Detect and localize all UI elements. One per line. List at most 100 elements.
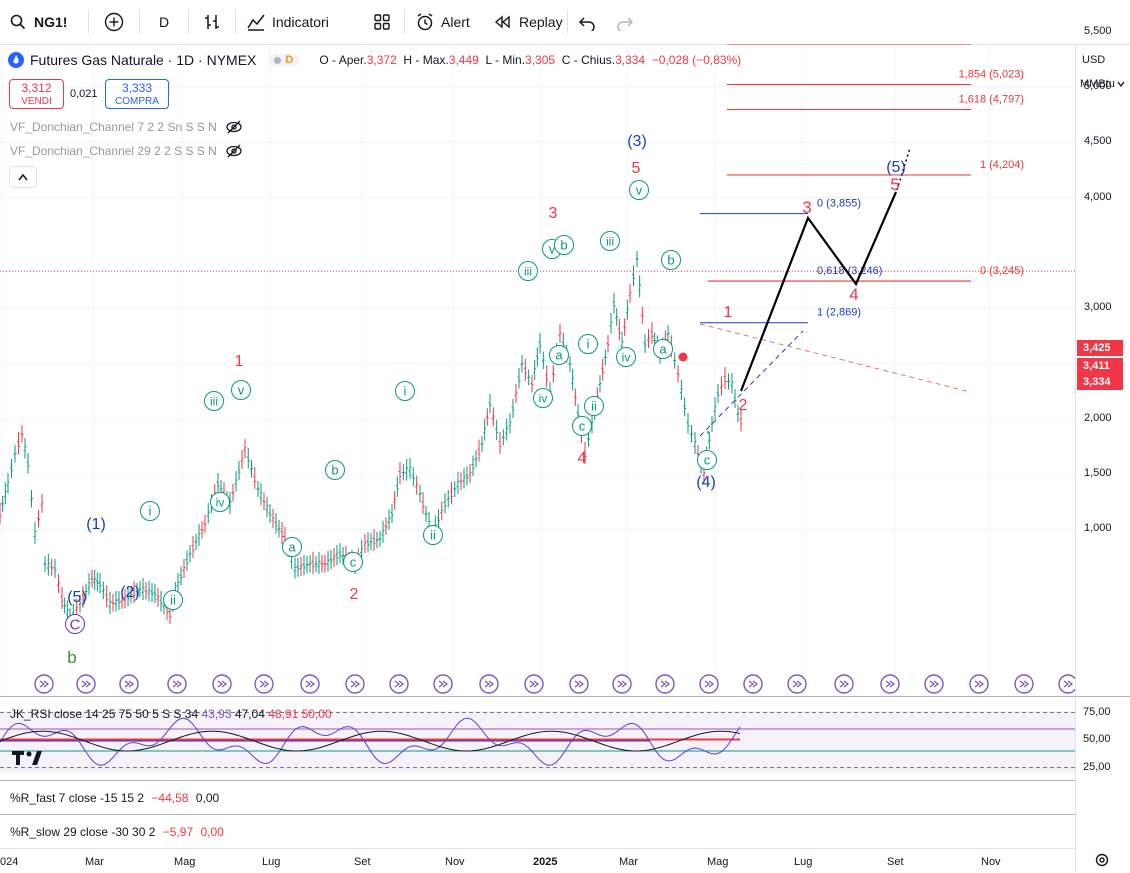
- event-marker-arrow: [1023, 680, 1030, 688]
- rsi-band: [0, 711, 1075, 773]
- unit-selector[interactable]: MMBtu: [1080, 78, 1125, 90]
- symbol-name: NG1!: [34, 14, 68, 30]
- time-axis[interactable]: 024 Mar Mag Lug Set Nov 2025 Mar Mag Lug Set Nov: [0, 848, 1075, 873]
- r-fast-panel[interactable]: %R_fast 7 close -15 15 2 −44,58 0,00: [0, 780, 1075, 815]
- rsi-label: JK_RSI close 14 25 75 50 5 S S 34: [10, 707, 199, 721]
- replay-label: Replay: [519, 14, 563, 30]
- wave-label: (4): [696, 474, 716, 491]
- symbol-search[interactable]: NG1!: [0, 0, 88, 44]
- chart-title: Futures Gas Naturale · 1D · NYMEX: [30, 52, 257, 68]
- search-icon: [10, 14, 26, 30]
- tradingview-logo: [12, 749, 44, 772]
- event-marker-arrow: [1019, 680, 1026, 688]
- rsi-axis[interactable]: 75,00 50,00 25,00: [1075, 696, 1130, 781]
- buy-price: 3,333: [121, 81, 153, 95]
- low-value: 3,305: [525, 53, 556, 67]
- chevron-up-icon: [18, 173, 28, 181]
- price-tick-label: 1,000: [1084, 522, 1112, 535]
- price-chart-canvas[interactable]: 2,236 (5,389)1,854 (5,023)1,618 (4,797)1…: [0, 44, 1075, 696]
- event-marker-arrow: [305, 680, 312, 688]
- event-marker-arrow: [933, 680, 940, 688]
- indicator-name: VF_Donchian_Channel 7 2 2 Sn S S N: [10, 120, 217, 134]
- chart-type-button[interactable]: [189, 0, 235, 44]
- price-tag: 3,425: [1077, 340, 1123, 356]
- alert-button[interactable]: Alert: [405, 0, 483, 44]
- time-tick-label: Nov: [981, 856, 1001, 868]
- event-marker-arrow: [578, 680, 585, 688]
- eye-hidden-icon[interactable]: [225, 120, 243, 134]
- rsi-value-3: 48,91: [268, 707, 299, 721]
- r-slow-panel[interactable]: %R_slow 29 close -30 30 2 −5,97 0,00: [0, 814, 1075, 849]
- sell-button[interactable]: 3,312 VENDI: [9, 79, 64, 109]
- rsi-tick-label: 50,00: [1083, 733, 1111, 745]
- undo-button[interactable]: [568, 0, 606, 44]
- high-value: 3,449: [448, 53, 479, 67]
- event-marker-arrow: [617, 680, 624, 688]
- wave-label-circle: [549, 345, 569, 365]
- indicator-legend-2[interactable]: VF_Donchian_Channel 29 2 2 S S S N: [10, 144, 243, 158]
- main-chart-pane[interactable]: 2,236 (5,389)1,854 (5,023)1,618 (4,797)1…: [0, 44, 1075, 696]
- undo-icon: [578, 13, 596, 31]
- r-fast-label: %R_fast 7 close -15 15 2: [10, 791, 145, 805]
- divider: [139, 10, 140, 34]
- event-marker-arrow: [843, 680, 850, 688]
- replay-button[interactable]: Replay: [483, 0, 567, 44]
- wave-label: i: [587, 337, 590, 352]
- rewind-icon: [493, 12, 513, 32]
- indicator-legend-1[interactable]: VF_Donchian_Channel 7 2 2 Sn S S N: [10, 120, 243, 134]
- interval-button[interactable]: D: [140, 0, 188, 44]
- buy-button[interactable]: 3,333 COMPRA: [105, 79, 169, 109]
- wave-label: v: [549, 242, 556, 257]
- rsi-canvas: [0, 711, 1075, 773]
- collapse-legend-button[interactable]: [9, 166, 37, 188]
- chart-legend: Futures Gas Naturale · 1D · NYMEX D O - …: [8, 52, 741, 68]
- wave-label: C: [70, 616, 81, 633]
- wave-label: (1): [86, 516, 106, 533]
- market-status-badge[interactable]: D: [268, 54, 300, 66]
- wave-label-circle: [584, 396, 604, 416]
- event-marker-arrow: [574, 680, 581, 688]
- indicators-button[interactable]: Indicatori: [236, 0, 360, 44]
- wave-label: c: [704, 453, 711, 468]
- indicators-icon: [246, 12, 266, 32]
- divider: [88, 10, 89, 34]
- time-tick-label: Lug: [262, 856, 281, 868]
- event-marker-arrow: [752, 680, 759, 688]
- redo-button[interactable]: [606, 0, 644, 44]
- wave-label: iii: [524, 264, 532, 278]
- price-axis[interactable]: USD MMBtu 5,5005,0004,5004,0003,0002,500…: [1075, 25, 1130, 872]
- wave-label-circle: [697, 450, 717, 470]
- wave-label-circle: [210, 492, 230, 512]
- event-marker-arrow: [442, 680, 449, 688]
- wave-label-circle: [600, 231, 620, 251]
- high-label: H - Max.: [403, 53, 449, 67]
- fib-retrace-label: 0 (3,855): [817, 198, 861, 210]
- event-marker-arrow: [664, 680, 671, 688]
- eye-hidden-icon[interactable]: [225, 144, 243, 158]
- settings-button[interactable]: [1094, 852, 1110, 873]
- price-tag: 3,411: [1077, 358, 1123, 374]
- wave-label: a: [288, 540, 296, 555]
- time-tick-label: Mar: [85, 856, 104, 868]
- wave-label: c: [350, 555, 357, 570]
- compare-button[interactable]: [89, 0, 139, 44]
- wave-label-circle: [325, 460, 345, 480]
- spread-value: 0,021: [70, 88, 98, 100]
- wave-label: b: [560, 238, 567, 253]
- rsi-value-1: 43,93: [201, 707, 232, 721]
- wave-label-circle: [533, 388, 553, 408]
- event-marker-arrow: [398, 680, 405, 688]
- wave-label: a: [659, 342, 667, 357]
- rsi-panel[interactable]: JK_RSI close 14 25 75 50 5 S S 34 43,93 …: [0, 696, 1075, 781]
- wave-label: 1: [235, 353, 244, 370]
- time-tick-label: Set: [887, 856, 904, 868]
- close-value: 3,334: [615, 53, 646, 67]
- templates-button[interactable]: [360, 0, 404, 44]
- price-tick-label: 5,500: [1084, 24, 1112, 37]
- fib-level-label: 1,854 (5,023): [959, 68, 1024, 80]
- wave-label: (5): [67, 589, 87, 606]
- event-marker-arrow: [748, 680, 755, 688]
- projected-wave-path: [739, 191, 898, 392]
- wave-label: ii: [430, 528, 436, 543]
- currency-selector[interactable]: USD: [1082, 54, 1106, 66]
